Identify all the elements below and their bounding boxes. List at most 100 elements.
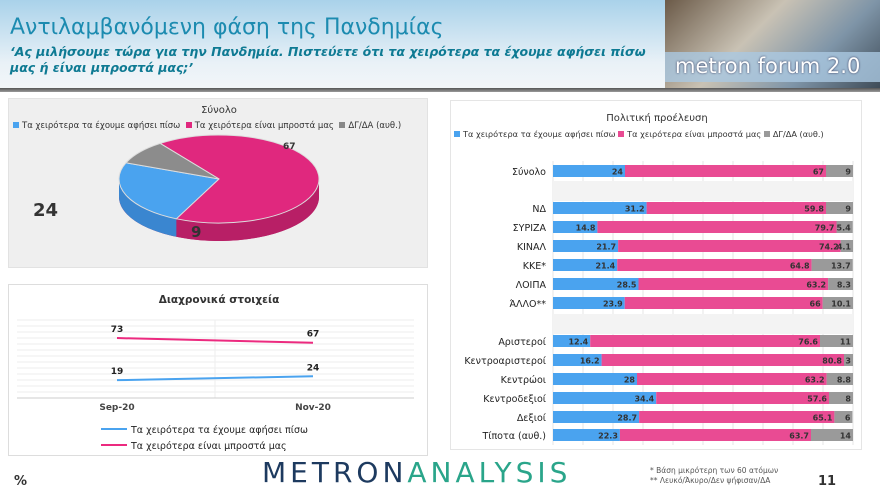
line-series (116, 337, 314, 344)
legend-item: Τα χειρότερα τα έχουμε αφήσει πίσω (454, 129, 615, 139)
bar-title: Πολιτική προέλευση (606, 113, 708, 124)
bar-data-label: 66 (810, 300, 822, 309)
bar-segment (836, 221, 853, 233)
bar-data-label: 28.5 (617, 281, 637, 290)
line-svg: 19 24 73 67 Sep-20 Nov-20 Τα χειρότερα τα έχου… (17, 319, 414, 452)
bar-segment (646, 202, 826, 214)
category-label: ΝΔ (532, 204, 546, 215)
bar-segment (834, 411, 853, 423)
bar-data-label: 79.7 (815, 224, 835, 233)
bar-segment (553, 335, 591, 347)
bar-segment (590, 335, 820, 347)
bar-segment (811, 429, 853, 441)
bar-data-label: 9 (845, 168, 851, 177)
bar-data-label: 14.8 (576, 224, 596, 233)
category-label: Κεντρώοι (501, 375, 546, 386)
bar-data-label: 64.8 (790, 262, 810, 271)
pie-title: Σύνολο (201, 105, 237, 116)
bar-data-label: 76.6 (798, 338, 818, 347)
category-label: Δεξιοί (517, 413, 547, 424)
bar-segment (553, 297, 625, 309)
gap-band (553, 314, 853, 334)
bar-segment (553, 165, 625, 177)
bar-data-label: 16.2 (580, 357, 600, 366)
pie-legend: Τα χειρότερα τα έχουμε αφήσει πίσω Τα χε… (13, 121, 401, 131)
pie-slice (118, 162, 221, 220)
category-label: ΛΟΙΠΑ (516, 280, 547, 291)
legend-item: Τα χειρότερα είναι μπροστά μας (618, 129, 761, 139)
bar-segment (553, 429, 620, 441)
bar-data-label: 21.7 (596, 243, 616, 252)
line-chart-panel: Διαχρονικά στοιχεία 19 24 73 67 Sep-20 Nov-20… (8, 284, 428, 456)
bar-segment (553, 259, 618, 271)
bar-data-label: 5.4 (837, 224, 852, 233)
bar-segment (625, 165, 826, 177)
bar-data-label: 8 (845, 395, 851, 404)
bar-segment (553, 411, 640, 423)
bar-segment (826, 165, 853, 177)
page-title: Αντιλαμβανόμενη φάση της Πανδημίας (10, 15, 444, 40)
footnotes: * Βάση μικρότερη των 60 ατόμων ** Λευκό/Ά… (650, 466, 778, 486)
legend-item: Τα χειρότερα είναι μπροστά μας (185, 121, 334, 131)
bar-segment (597, 221, 837, 233)
bar-segment (820, 335, 853, 347)
bar-data-label: 3 (845, 357, 851, 366)
bar-segment (617, 259, 812, 271)
bar-data-label: 63.2 (806, 281, 826, 290)
category-label: ΚΙΝΑΛ (517, 242, 547, 253)
bar-segment (553, 202, 647, 214)
bar-data-label: 80.8 (822, 357, 842, 366)
line-data-label: 73 (111, 325, 124, 335)
legend-item: ΔΓ/ΔΑ (αυθ.) (763, 129, 824, 139)
bar-data-label: 13.7 (831, 262, 851, 271)
bar-data-label: 65.1 (813, 414, 833, 423)
pie-chart-panel: Σύνολο Τα χειρότερα τα έχουμε αφήσει πίσ… (8, 98, 428, 268)
pie-slice-side (176, 179, 319, 241)
bar-data-label: 12.4 (568, 338, 588, 347)
category-label: ΆΛΛΟ** (509, 299, 546, 310)
bar-data-label: 28 (624, 376, 636, 385)
legend-item: ΔΓ/ΔΑ (αυθ.) (339, 121, 401, 131)
bar-data-label: 24 (612, 168, 624, 177)
bar-data-label: 74.2 (819, 243, 839, 252)
category-label: ΣΥΡΙΖΑ (513, 223, 547, 234)
category-label: Σύνολο (512, 167, 546, 178)
pie-slice-side (119, 179, 177, 237)
line-data-label: 19 (111, 367, 124, 377)
footnote: ** Λευκό/Άκυρο/Δεν ψήφισαν/ΔΑ (650, 476, 771, 485)
bar-data-label: 4.1 (837, 243, 852, 252)
bar-segment (826, 373, 853, 385)
bar-segment (553, 354, 602, 366)
bar-segment (639, 411, 835, 423)
bar-segment (624, 297, 823, 309)
bar-data-label: 6 (845, 414, 851, 423)
bar-svg: Σύνολο 24 67 9 ΝΔ 31.2 59.8 9 ΣΥΡΙΖΑ 14.8 79.7 5.4 Κ… (464, 161, 854, 445)
bar-data-label: 63.7 (789, 432, 809, 441)
bar-segment (826, 202, 853, 214)
category-label: Κεντροδεξιοί (483, 394, 547, 405)
pie-data-label: 9 (191, 223, 201, 241)
bar-legend: Τα χειρότερα τα έχουμε αφήσει πίσω Τα χε… (454, 129, 824, 139)
metron-forum-logo: metron forum 2.0 (665, 0, 880, 88)
bar-data-label: 11 (840, 338, 852, 347)
pie-slice (125, 142, 220, 180)
page-subtitle: ‘Ας μιλήσουμε τώρα για την Πανδημία. Πισ… (10, 44, 646, 75)
pie-svg: 24 67 9 (33, 134, 320, 241)
bar-data-label: 34.4 (634, 395, 654, 404)
bar-data-label: 59.8 (804, 205, 824, 214)
legend-label: Τα χειρότερα τα έχουμε αφήσει πίσω (130, 425, 308, 436)
bar-segment (618, 240, 841, 252)
bar-data-label: 28.7 (617, 414, 637, 423)
line-title: Διαχρονικά στοιχεία (158, 294, 280, 306)
footnote: * Βάση μικρότερη των 60 ατόμων (650, 466, 779, 475)
bar-segment (811, 259, 853, 271)
bar-segment (822, 297, 853, 309)
bar-segment (638, 278, 829, 290)
bar-data-label: 63.2 (805, 376, 825, 385)
bar-segment (637, 373, 827, 385)
unit-label: % (14, 474, 28, 489)
bar-segment (829, 392, 853, 404)
bar-segment (553, 278, 639, 290)
line-series (116, 375, 314, 382)
x-tick-label: Nov-20 (295, 403, 331, 413)
